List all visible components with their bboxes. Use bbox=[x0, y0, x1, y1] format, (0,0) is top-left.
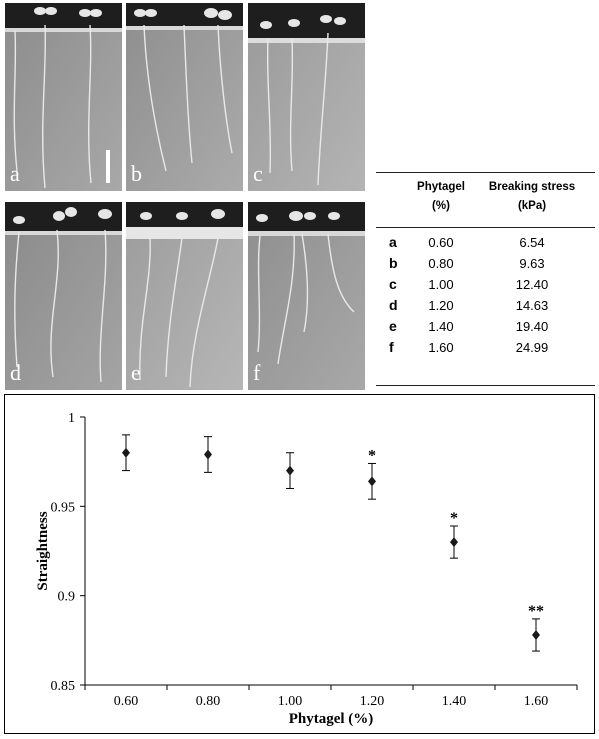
table-row: e 1.40 19.40 bbox=[376, 316, 595, 337]
row-phytagel: 1.00 bbox=[428, 277, 454, 292]
row-label: b bbox=[389, 255, 398, 271]
significance-mark: ** bbox=[528, 603, 544, 620]
x-tick-label: 1.40 bbox=[442, 694, 467, 709]
data-point bbox=[204, 449, 212, 460]
header-stress-label: Breaking stress bbox=[488, 181, 576, 193]
x-axis-label: Phytagel (%) bbox=[289, 711, 374, 727]
data-point bbox=[368, 476, 376, 487]
y-ticks: 0.85 0.9 0.95 1 bbox=[51, 411, 85, 694]
x-ticks: 0.60 0.80 1.00 1.20 1.40 1.60 bbox=[84, 685, 578, 709]
table-row: d 1.20 14.63 bbox=[376, 295, 595, 316]
table-row: f 1.60 24.99 bbox=[376, 337, 595, 358]
header-stress-unit: (kPa) bbox=[517, 200, 547, 212]
seedling-image bbox=[5, 202, 122, 390]
row-phytagel: 0.80 bbox=[428, 256, 454, 271]
x-tick-label: 1.20 bbox=[360, 694, 385, 709]
data-point bbox=[450, 537, 458, 548]
table-header-phytagel: Phytagel (%) bbox=[406, 178, 476, 216]
panel-label: a bbox=[10, 161, 20, 186]
x-tick-label: 1.60 bbox=[524, 694, 549, 709]
panel-label: e bbox=[131, 360, 141, 385]
x-tick-label: 1.00 bbox=[278, 694, 303, 709]
table-row: c 1.00 12.40 bbox=[376, 274, 595, 295]
table-row: a 0.60 6.54 bbox=[376, 232, 595, 253]
seedling-image bbox=[248, 202, 365, 390]
significance-mark: * bbox=[450, 510, 458, 527]
row-phytagel: 1.60 bbox=[428, 340, 454, 355]
y-tick-label: 0.95 bbox=[51, 500, 76, 515]
data-marks: **** bbox=[122, 434, 544, 652]
photo-panel-c: c bbox=[248, 3, 365, 191]
panel-label: c bbox=[253, 161, 263, 186]
seedling-image bbox=[248, 3, 365, 191]
row-phytagel: 1.40 bbox=[428, 319, 454, 334]
row-stress: 9.63 bbox=[519, 256, 545, 271]
row-label: a bbox=[389, 234, 397, 250]
row-phytagel: 1.20 bbox=[428, 298, 454, 313]
y-tick-label: 0.9 bbox=[58, 590, 76, 605]
table-top-rule bbox=[376, 172, 595, 173]
seedling-image bbox=[126, 3, 243, 191]
chart-canvas: 0.850.90.951 0.60 0.80 1.00 1.20 1.40 1.60 **… bbox=[35, 411, 578, 727]
photo-panel-b: b bbox=[126, 3, 243, 191]
row-stress: 24.99 bbox=[515, 340, 549, 355]
phytagel-table: Phytagel (%) Breaking stress (kPa) a 0.6… bbox=[376, 172, 595, 390]
x-tick-label: 0.80 bbox=[196, 694, 221, 709]
panel-label: f bbox=[253, 360, 261, 385]
seedling-image bbox=[126, 202, 243, 390]
data-point bbox=[532, 629, 540, 640]
table-row: b 0.80 9.63 bbox=[376, 253, 595, 274]
data-point bbox=[122, 447, 130, 458]
row-label: c bbox=[389, 276, 397, 292]
seedling-image bbox=[5, 3, 122, 191]
header-phytagel-label: Phytagel bbox=[417, 181, 465, 193]
photo-panel-f: f bbox=[248, 202, 365, 390]
photo-panel-a: a bbox=[5, 3, 122, 191]
row-label: e bbox=[389, 318, 397, 334]
panel-label: b bbox=[131, 161, 142, 186]
data-point bbox=[286, 465, 294, 476]
y-axis-label: Straightness bbox=[35, 511, 51, 590]
significance-mark: * bbox=[368, 447, 376, 464]
header-phytagel-unit: (%) bbox=[432, 200, 450, 212]
y-tick-label: 1 bbox=[68, 411, 75, 426]
row-stress: 12.40 bbox=[515, 277, 549, 292]
row-stress: 6.54 bbox=[519, 235, 545, 250]
table-bottom-rule bbox=[376, 385, 595, 386]
x-tick-label: 0.60 bbox=[114, 694, 139, 709]
straightness-chart: 0.85 0.9 0.95 1 0.60 0.80 1.00 1.20 1.40 1.60 * *… bbox=[4, 394, 595, 734]
photo-panel-d: d bbox=[5, 202, 122, 390]
row-phytagel: 0.60 bbox=[428, 235, 454, 250]
panel-label: d bbox=[10, 360, 21, 385]
row-label: f bbox=[389, 339, 394, 355]
y-tick-label: 0.85 bbox=[51, 679, 76, 694]
row-stress: 19.40 bbox=[515, 319, 549, 334]
row-label: d bbox=[389, 297, 398, 313]
table-header-rule bbox=[376, 227, 595, 228]
photo-panel-e: e bbox=[126, 202, 243, 390]
table-header-stress: Breaking stress (kPa) bbox=[480, 178, 584, 216]
row-stress: 14.63 bbox=[515, 298, 549, 313]
